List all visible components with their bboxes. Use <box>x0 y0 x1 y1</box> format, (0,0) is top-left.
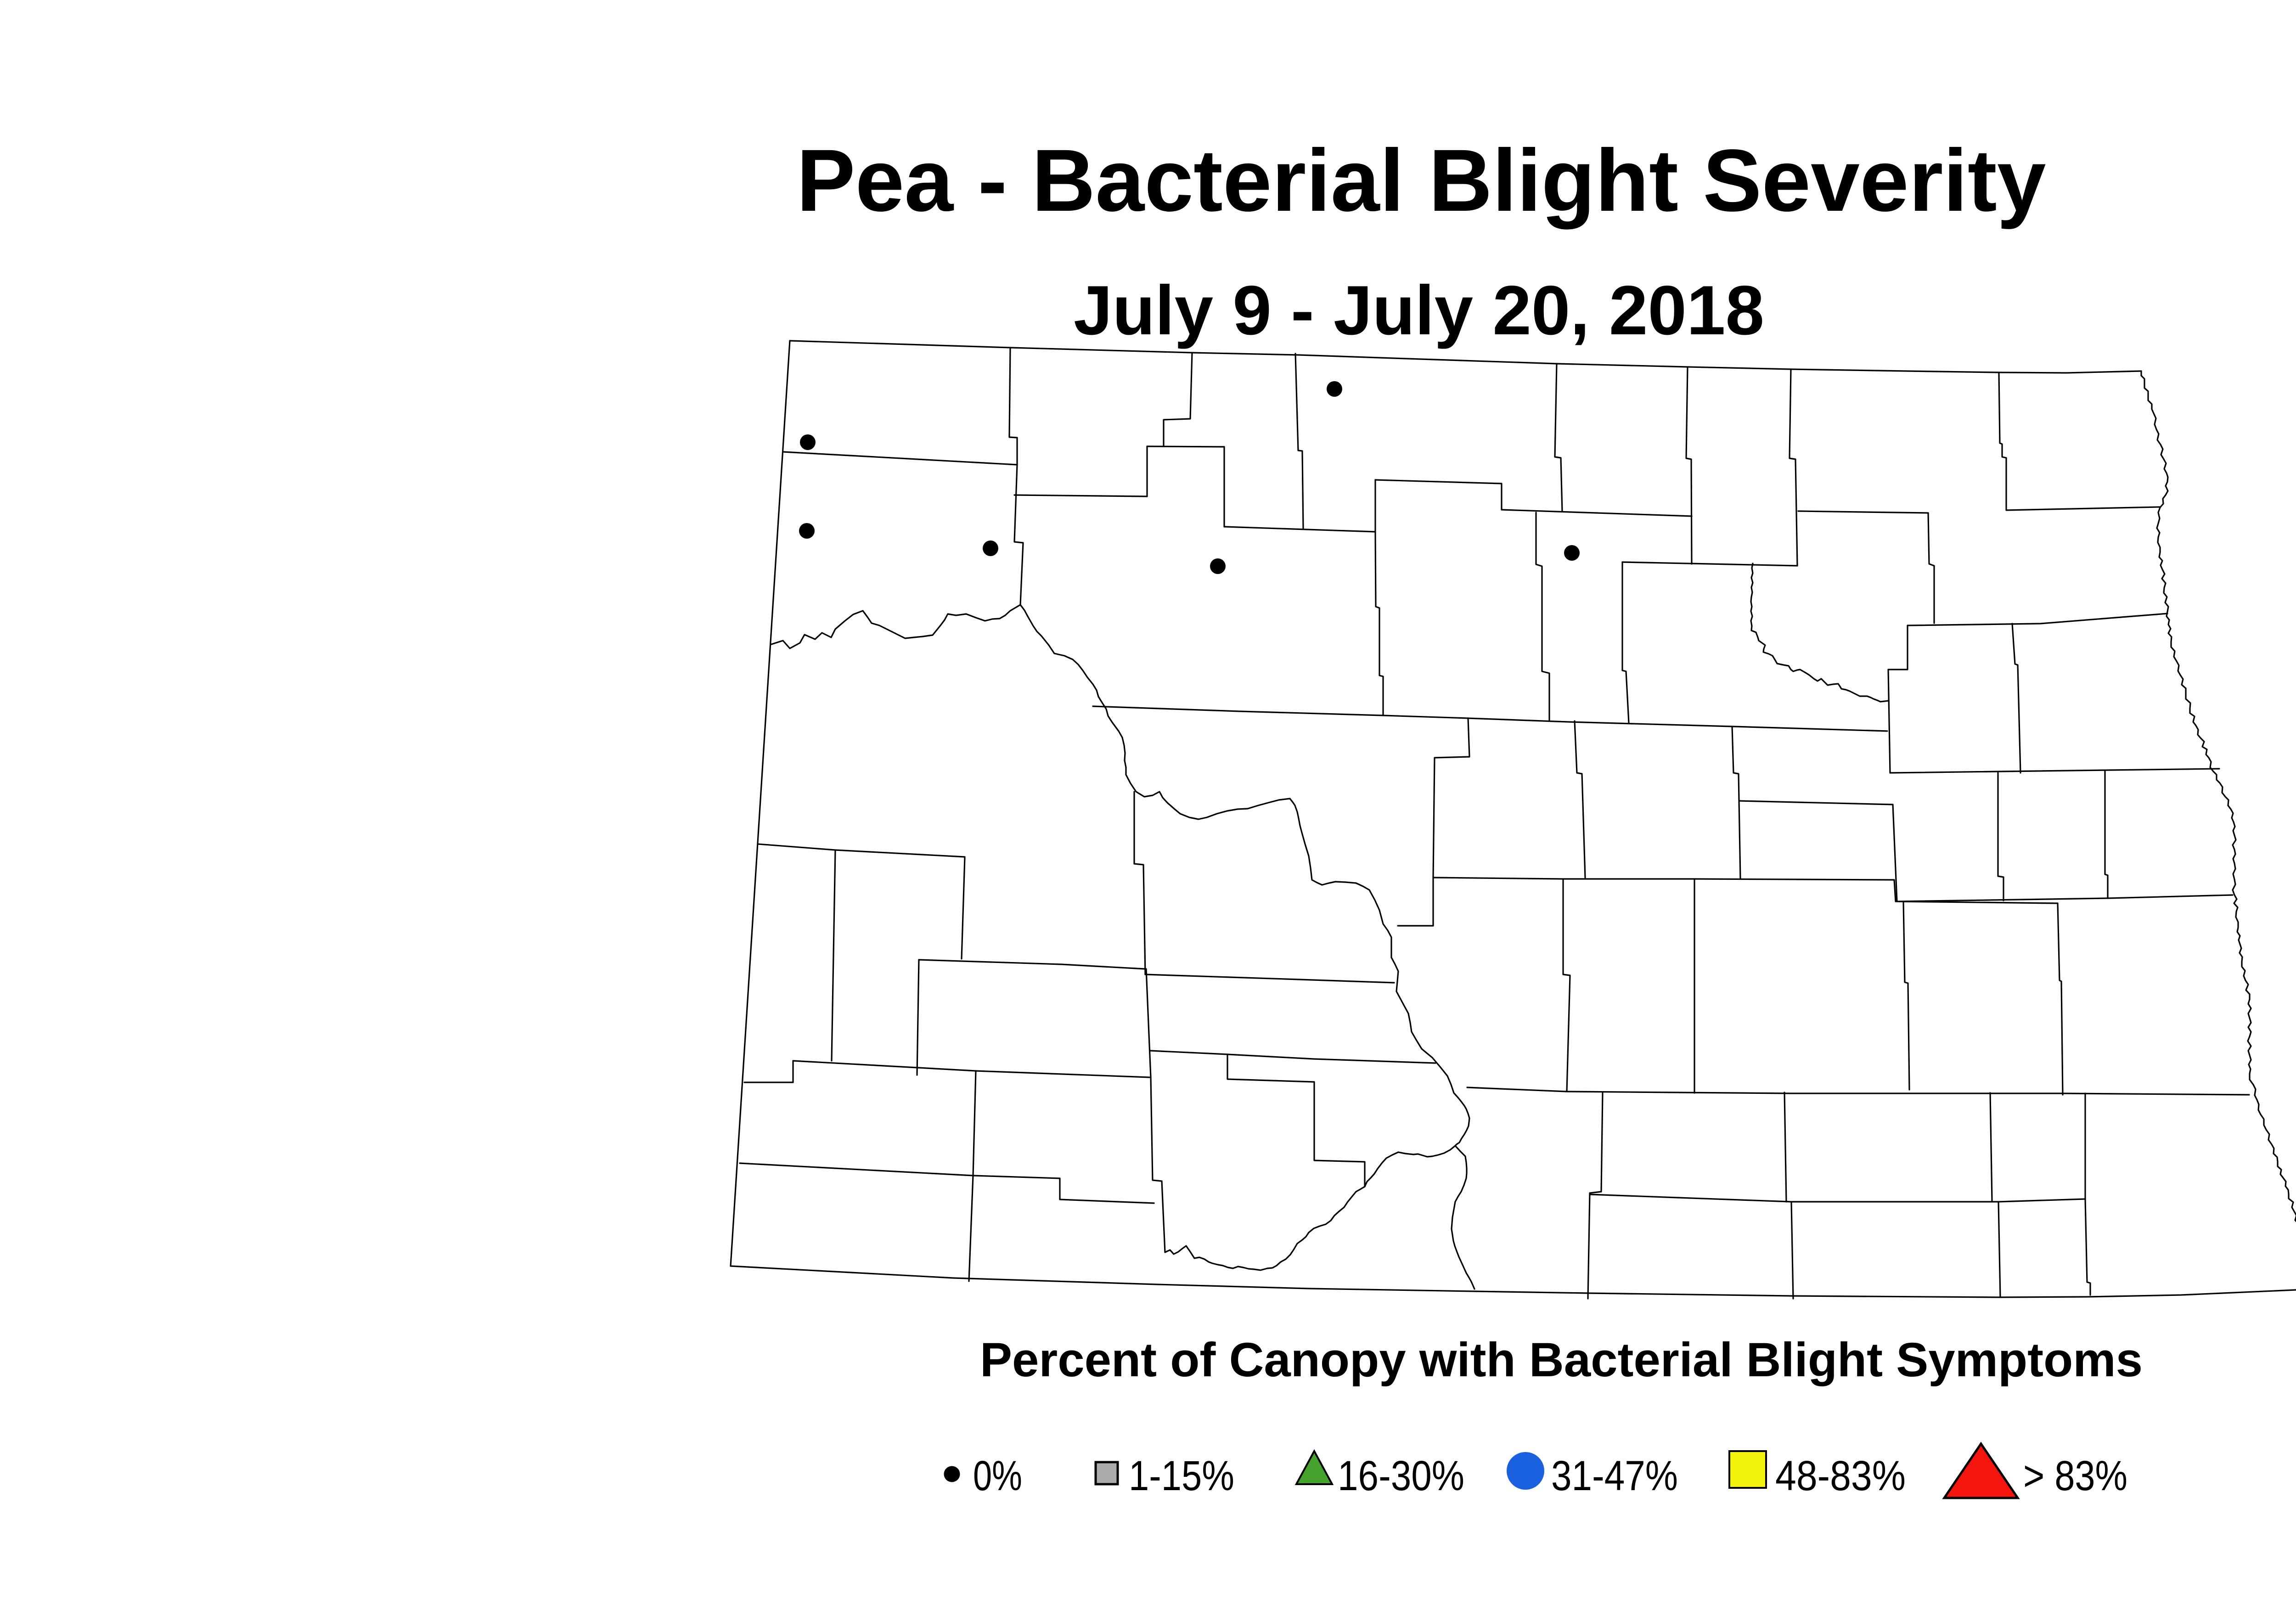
svg-text:0%: 0% <box>973 1452 1022 1499</box>
svg-text:July 9 - July 20, 2018: July 9 - July 20, 2018 <box>1074 271 1764 349</box>
svg-text:Percent of Canopy with Bacteri: Percent of Canopy with Bacterial Blight … <box>980 1333 2143 1387</box>
svg-text:16-30%: 16-30% <box>1338 1452 1464 1499</box>
svg-text:48-83%: 48-83% <box>1775 1452 1906 1499</box>
svg-text:> 83%: > 83% <box>2023 1452 2127 1499</box>
svg-text:31-47%: 31-47% <box>1551 1452 1678 1499</box>
svg-text:1-15%: 1-15% <box>1129 1452 1234 1499</box>
svg-text:Pea - Bacterial Blight Severit: Pea - Bacterial Blight Severity <box>796 131 2046 230</box>
